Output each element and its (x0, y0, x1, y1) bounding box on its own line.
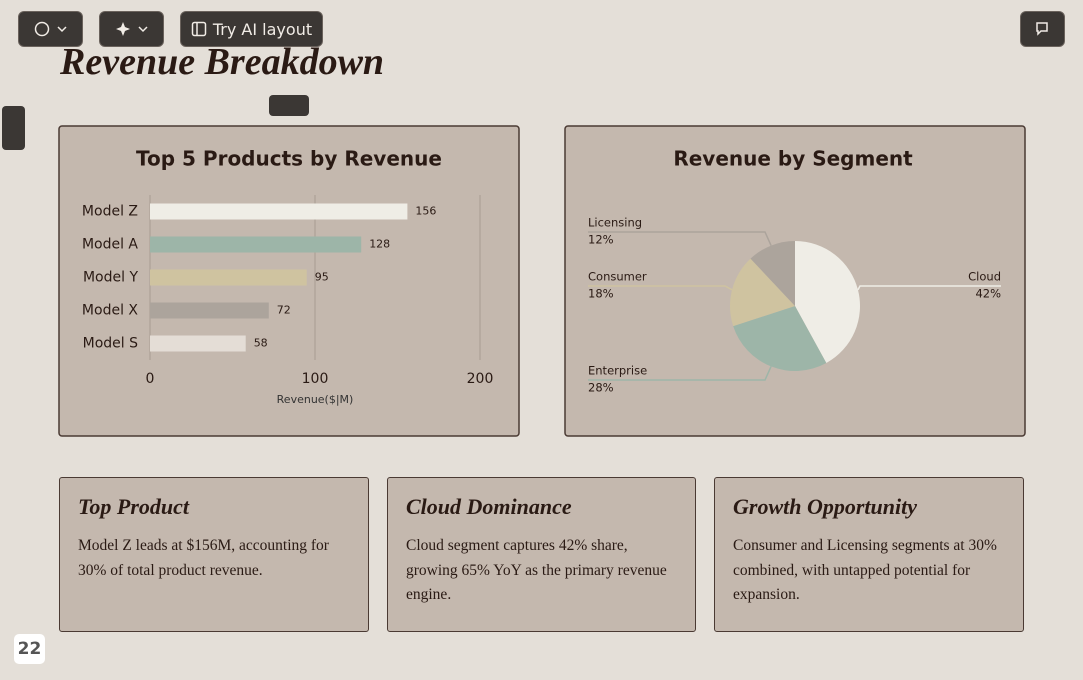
y-tick-label: Model A (82, 237, 138, 253)
card-body: Cloud segment captures 42% share, growin… (406, 537, 667, 603)
card-title: Cloud Dominance (406, 494, 572, 519)
data-label: 128 (369, 238, 390, 251)
card-body: Model Z leads at $156M, accounting for 3… (78, 537, 329, 579)
comments-button[interactable] (1020, 11, 1065, 47)
leader-line (588, 366, 772, 381)
leader-line (588, 231, 772, 246)
pie-slice (795, 241, 860, 363)
palette-icon (34, 21, 49, 37)
slice-label: Consumer (588, 270, 647, 284)
card-body: Consumer and Licensing segments at 30% c… (733, 537, 997, 603)
slide-title: Revenue Breakdown (60, 41, 385, 83)
theme-button[interactable] (18, 11, 83, 47)
chevron-icon (56, 26, 67, 33)
data-label: 72 (277, 304, 291, 317)
slice-label: Enterprise (588, 364, 647, 378)
insight-card: Cloud Dominance Cloud segment captures 42… (387, 477, 696, 632)
bar (150, 269, 307, 286)
x-tick-label: 100 (302, 371, 329, 387)
y-tick-label: Model X (82, 303, 138, 319)
slice-value-label: 42% (975, 287, 1001, 301)
data-label: 156 (415, 205, 436, 218)
insight-card: Growth Opportunity Consumer and Licensing… (714, 477, 1024, 632)
slice-value-label: 28% (588, 381, 614, 395)
ai-layout-label: Try AI layout (212, 19, 313, 39)
bar (150, 203, 408, 220)
card-title: Top Product (78, 494, 190, 519)
pie-slice (733, 306, 827, 371)
chart-title: Revenue by Segment (673, 147, 913, 171)
drag-handle (269, 95, 309, 116)
slice-value-label: 12% (588, 233, 614, 247)
insight-card: Top Product Model Z leads at $156M, accou… (59, 477, 369, 632)
data-label: 95 (315, 271, 329, 284)
chart-title: Top 5 Products by Revenue (136, 147, 442, 171)
data-label: 58 (254, 337, 268, 350)
layout-icon (191, 21, 207, 37)
pie-slice (730, 258, 795, 327)
y-tick-label: Model Y (83, 270, 138, 286)
slice-label: Cloud (968, 270, 1001, 284)
x-tick-label: 0 (146, 371, 155, 387)
ai-layout-button[interactable]: Try AI layout (180, 11, 323, 47)
magic-button[interactable] (99, 11, 164, 47)
comment-icon (1035, 22, 1048, 36)
chevron-icon (137, 26, 148, 33)
leader-line (588, 285, 733, 291)
x-tick-label: 200 (467, 371, 494, 387)
leader-line (857, 285, 1001, 291)
bar (150, 302, 269, 319)
bar (150, 335, 246, 352)
pie-slice (750, 241, 795, 306)
y-tick-label: Model Z (82, 204, 138, 220)
bar (150, 236, 362, 253)
slice-value-label: 18% (588, 287, 614, 301)
page-number: 22 (14, 634, 45, 664)
y-tick-label: Model S (83, 336, 138, 352)
sparkle-icon (115, 22, 130, 36)
slice-label: Licensing (588, 216, 642, 230)
side-handle (2, 106, 25, 150)
card-title: Growth Opportunity (733, 494, 917, 519)
x-axis-label: Revenue($|M) (277, 393, 354, 406)
